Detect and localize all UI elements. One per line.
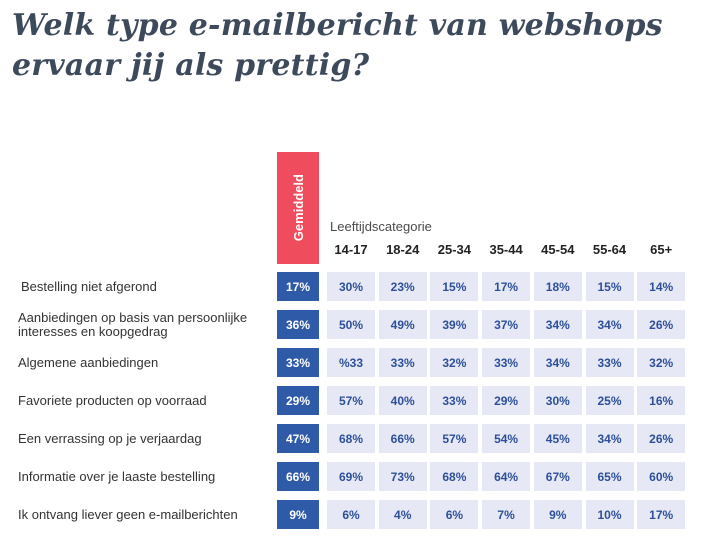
row-label: Ik ontvang liever geen e-mailberichten [18, 506, 238, 522]
value-cell: 68% [430, 462, 479, 491]
average-column-header: Gemiddeld [277, 152, 319, 264]
row-label: Aanbiedingen op basis van persoonlijke i… [18, 309, 248, 339]
value-cell: 30% [533, 386, 582, 415]
value-cell: 34% [533, 310, 582, 339]
value-cell: 69% [327, 462, 375, 491]
average-cell: 17% [277, 272, 319, 301]
value-cell: 32% [430, 348, 479, 377]
value-cell: 34% [585, 424, 634, 453]
value-cell: 6% [430, 500, 479, 529]
value-cell: 39% [430, 310, 479, 339]
value-cell: 25% [585, 386, 634, 415]
value-cell: 17% [637, 500, 686, 529]
average-cell: 29% [277, 386, 319, 415]
average-cell: 47% [277, 424, 319, 453]
value-cell: 14% [637, 272, 686, 301]
column-header-14-17: 14-17 [334, 242, 368, 257]
row-label: Bestelling niet afgerond [21, 278, 157, 294]
row-label: Algemene aanbiedingen [18, 354, 159, 370]
row-label: Favoriete producten op voorraad [18, 392, 207, 408]
value-cell: 15% [430, 272, 479, 301]
average-cell: 9% [277, 500, 319, 529]
value-cell: 40% [378, 386, 427, 415]
value-cell: 32% [637, 348, 686, 377]
value-cell: 18% [533, 272, 582, 301]
chart-title: Welk type e-mailbericht van webshops erv… [12, 6, 702, 86]
value-cell: 66% [378, 424, 427, 453]
value-cell: 45% [533, 424, 582, 453]
value-cell: 67% [533, 462, 582, 491]
value-cell: 33% [378, 348, 427, 377]
value-cell: 54% [482, 424, 531, 453]
value-cell: 49% [378, 310, 427, 339]
value-cell: 68% [327, 424, 375, 453]
value-cell: 15% [585, 272, 634, 301]
value-cell: 33% [482, 348, 531, 377]
value-cell: 33% [430, 386, 479, 415]
value-cell: %33 [327, 348, 375, 377]
value-cell: 33% [585, 348, 634, 377]
value-cell: 26% [637, 424, 686, 453]
value-cell: 60% [637, 462, 686, 491]
title-line-1: Welk type e-mailbericht van webshops [12, 8, 663, 43]
value-cell: 4% [378, 500, 427, 529]
value-cell: 65% [585, 462, 634, 491]
row-label: Een verrassing op je verjaardag [18, 430, 202, 446]
value-cell: 16% [637, 386, 686, 415]
value-cell: 26% [637, 310, 686, 339]
value-cell: 34% [585, 310, 634, 339]
value-cell: 7% [482, 500, 531, 529]
column-header-55-64: 55-64 [592, 242, 627, 257]
column-header-18-24: 18-24 [386, 242, 420, 257]
value-cell: 73% [378, 462, 427, 491]
value-cell: 10% [585, 500, 634, 529]
column-header-25-34: 25-34 [437, 242, 472, 257]
value-cell: 9% [533, 500, 582, 529]
value-cell: 50% [327, 310, 375, 339]
value-cell: 64% [482, 462, 531, 491]
row-label: Informatie over je laaste bestelling [18, 468, 216, 484]
value-cell: 29% [482, 386, 531, 415]
age-category-title: Leeftijdscategorie [330, 219, 432, 234]
value-cell: 6% [327, 500, 375, 529]
average-cell: 33% [277, 348, 319, 377]
title-line-2: ervaar jij als prettig? [12, 48, 370, 83]
value-cell: 57% [327, 386, 375, 415]
average-cell: 36% [277, 310, 319, 339]
value-cell: 34% [533, 348, 582, 377]
value-cell: 23% [378, 272, 427, 301]
average-cell: 66% [277, 462, 319, 491]
column-header-45-54: 45-54 [541, 242, 575, 257]
average-header-label: Gemiddeld [290, 174, 306, 242]
value-cell: 37% [482, 310, 531, 339]
value-cell: 30% [327, 272, 375, 301]
column-header-65+: 65+ [650, 242, 673, 257]
column-header-35-44: 35-44 [489, 242, 523, 257]
value-cell: 57% [430, 424, 479, 453]
value-cell: 17% [482, 272, 531, 301]
